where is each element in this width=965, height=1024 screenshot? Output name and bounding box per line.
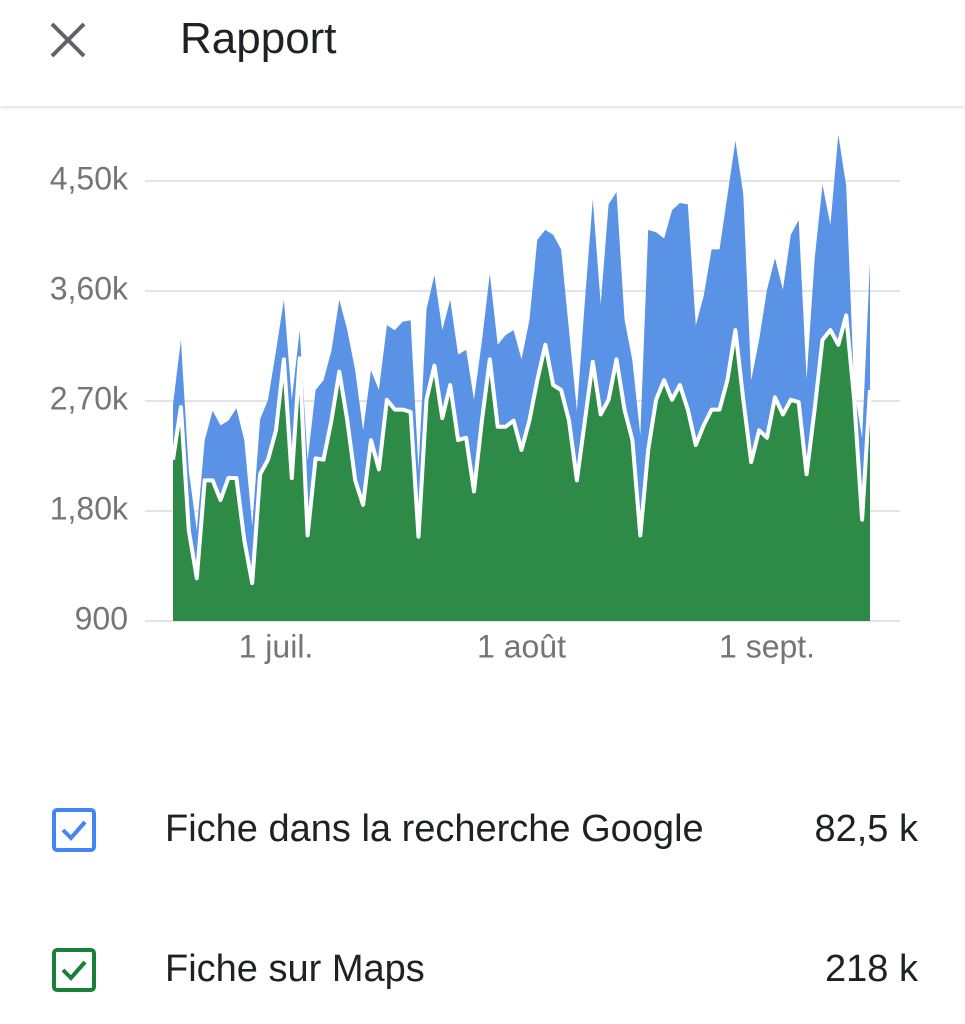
legend-row[interactable]: Fiche dans la recherche Google 82,5 k: [0, 790, 965, 870]
legend-total: 82,5 k: [814, 808, 918, 850]
legend-label: Fiche dans la recherche Google: [165, 808, 704, 850]
chart: 900 1,80k 2,70k 3,60k 4,50k 1 juil. 1 août 1 se…: [50, 134, 900, 664]
y-tick-label: 4,50k: [50, 160, 129, 196]
area: [173, 315, 870, 621]
x-tick-label: 1 juil.: [239, 628, 314, 664]
y-tick-label: 1,80k: [50, 490, 129, 526]
y-tick-label: 2,70k: [50, 380, 129, 416]
x-tick-label: 1 août: [477, 628, 566, 664]
legend-total: 218 k: [825, 948, 918, 990]
checkbox[interactable]: [52, 808, 96, 852]
y-tick-label: 3,60k: [50, 270, 129, 306]
boundary-line: [171, 313, 872, 586]
legend-row[interactable]: Fiche sur Maps 218 k: [0, 930, 965, 1010]
title: Rapport: [180, 14, 337, 63]
legend-label: Fiche sur Maps: [165, 948, 425, 990]
checkbox[interactable]: [52, 948, 96, 992]
y-tick-label: 900: [75, 600, 128, 636]
close-button[interactable]: [48, 20, 88, 60]
x-tick-label: 1 sept.: [719, 628, 815, 664]
app-bar: Rapport: [0, 0, 965, 106]
